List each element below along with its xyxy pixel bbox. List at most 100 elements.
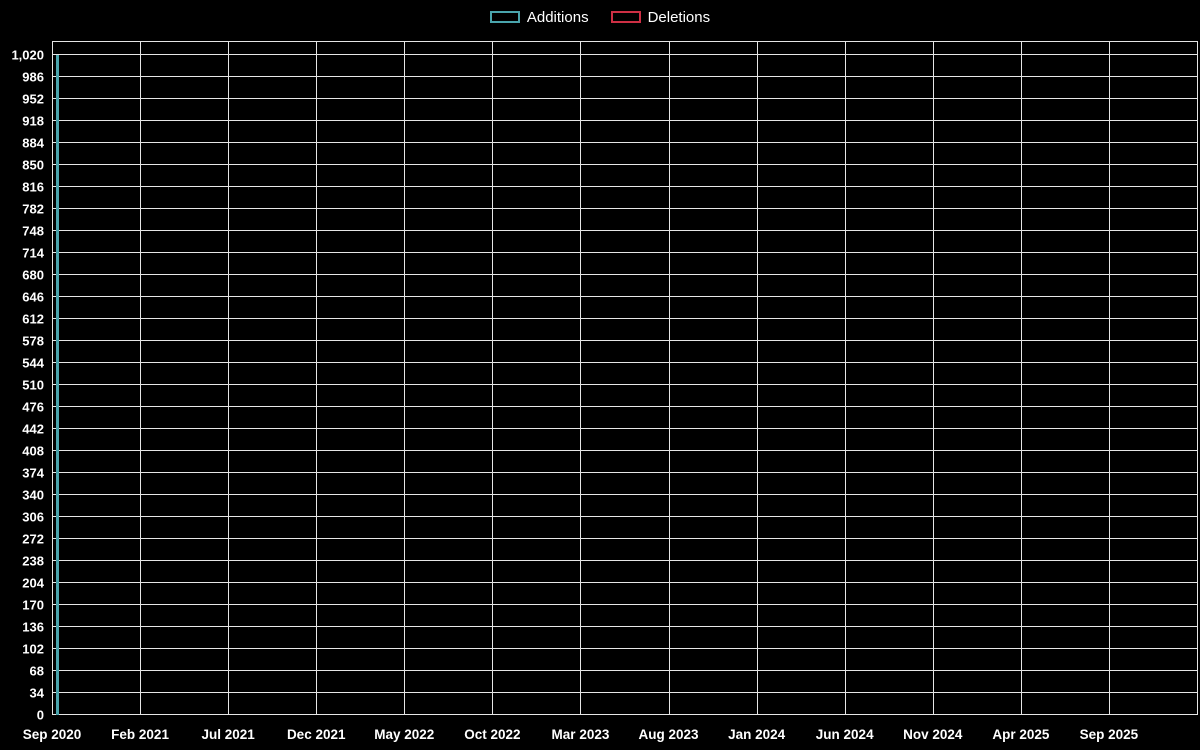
x-tick-label: Sep 2025 [1079,727,1139,742]
x-tick-label: Oct 2022 [464,727,521,742]
y-axis-labels: 0 34 68 102 136 170 204 238 272 306 340 374 408 442 47… [0,41,44,722]
y-tick-label: 884 [22,135,44,151]
y-tick-label: 1,020 [11,47,44,63]
y-tick-label: 646 [22,289,44,305]
additions-swatch-icon [489,11,520,23]
h-gridline [52,98,1197,100]
y-tick-label: 374 [22,465,44,481]
x-tick-label: Nov 2024 [903,727,963,742]
v-gridline [932,41,934,715]
h-gridline [52,230,1197,232]
plot-top-border [52,41,1197,42]
legend-item-deletions[interactable]: Deletions [610,8,711,26]
h-gridline [52,296,1197,298]
h-gridline [52,428,1197,430]
y-axis-line [52,41,53,715]
h-gridline [52,472,1197,474]
h-gridline [52,340,1197,342]
y-tick-label: 918 [22,113,44,129]
y-tick-label: 170 [22,597,44,613]
y-tick-label: 408 [22,443,44,459]
y-tick-label: 816 [22,179,44,195]
h-gridline [52,406,1197,408]
y-tick-label: 136 [22,619,44,635]
h-gridline [52,384,1197,386]
y-tick-label: 34 [29,685,44,701]
v-gridline [580,41,582,715]
x-tick-label: May 2022 [374,727,435,742]
x-tick-label: Apr 2025 [992,727,1050,742]
y-tick-label: 748 [22,223,44,239]
y-tick-label: 0 [36,707,44,723]
legend-item-additions[interactable]: Additions [489,8,589,26]
y-tick-label: 68 [29,663,44,679]
h-gridline [52,274,1197,276]
y-tick-label: 850 [22,157,44,173]
v-gridline [668,41,670,715]
deletions-swatch-icon [610,11,641,23]
h-gridline [52,318,1197,320]
v-gridline [844,41,846,715]
y-tick-label: 544 [22,355,44,371]
h-gridline [52,516,1197,518]
h-gridline [52,208,1197,210]
h-gridline [52,692,1197,694]
y-tick-label: 510 [22,377,44,393]
y-tick-label: 442 [22,421,44,437]
h-gridline [52,76,1197,78]
h-gridline [52,494,1197,496]
y-tick-label: 272 [22,531,44,547]
h-gridline [52,142,1197,144]
h-gridline [52,604,1197,606]
y-tick-label: 952 [22,91,44,107]
h-gridline [52,450,1197,452]
v-gridline [1108,41,1110,715]
h-gridline [52,252,1197,254]
y-tick-label: 306 [22,509,44,525]
x-tick-label: Dec 2021 [286,727,346,742]
h-gridline [52,120,1197,122]
x-tick-label: Jun 2024 [815,727,874,742]
y-tick-label: 782 [22,201,44,217]
y-tick-label: 986 [22,69,44,85]
h-gridline [52,626,1197,628]
h-gridline [52,362,1197,364]
h-gridline [52,538,1197,540]
h-gridline [52,648,1197,650]
y-tick-label: 476 [22,399,44,415]
y-tick-label: 612 [22,311,44,327]
y-tick-label: 204 [22,575,44,591]
y-tick-label: 102 [22,641,44,657]
v-gridline [404,41,406,715]
h-gridline [52,582,1197,584]
v-gridline [756,41,758,715]
y-tick-label: 578 [22,333,44,349]
h-gridline [52,560,1197,562]
v-gridline [1020,41,1022,715]
legend-label-additions: Additions [526,8,589,26]
y-tick-label: 238 [22,553,44,569]
h-gridline [52,670,1197,672]
x-tick-label: Jul 2021 [201,727,255,742]
v-gridline [492,41,494,715]
chart-legend: Additions Deletions [0,8,1200,26]
v-gridline [140,41,142,715]
plot-area [52,41,1198,715]
x-tick-label: Jan 2024 [728,727,786,742]
x-tick-label: Sep 2020 [22,727,82,742]
y-tick-label: 714 [22,245,44,261]
x-axis-labels: Sep 2020 Feb 2021 Jul 2021 Dec 2021 May 2022… [23,727,1197,746]
v-gridline [228,41,230,715]
x-tick-label: Mar 2023 [551,727,610,742]
x-tick-label: Feb 2021 [111,727,169,742]
additions-bar [56,55,59,715]
y-tick-label: 340 [22,487,44,503]
y-tick-label: 680 [22,267,44,283]
v-gridline [1197,41,1198,715]
h-gridline [52,54,1197,56]
h-gridline [52,714,1197,715]
x-tick-label: Aug 2023 [638,727,699,742]
h-gridline [52,164,1197,166]
v-gridline [316,41,318,715]
legend-label-deletions: Deletions [647,8,711,26]
